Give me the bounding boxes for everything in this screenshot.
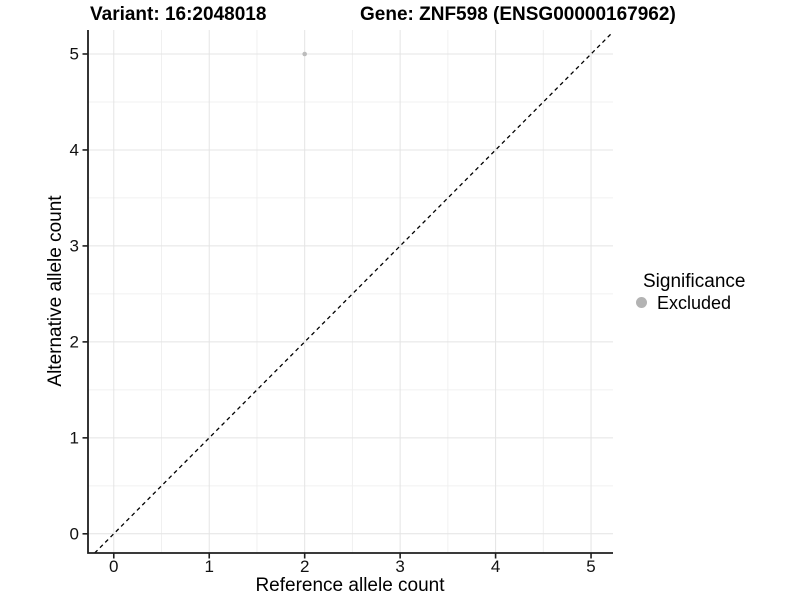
y-tick-label: 5 <box>69 44 79 64</box>
data-point <box>302 51 307 57</box>
axis-lines <box>87 30 613 554</box>
x-tick-label: 2 <box>299 557 310 576</box>
y-tick-label: 2 <box>69 332 79 352</box>
identity-dashed-line <box>94 31 614 554</box>
plot-title-gene: Gene: ZNF598 (ENSG00000167962) <box>360 4 676 25</box>
y-tick-label: 4 <box>69 140 79 160</box>
x-axis-title: Reference allele count <box>255 575 445 596</box>
y-axis-title: Alternative allele count <box>45 195 66 387</box>
legend-label-excluded: Excluded <box>657 293 732 313</box>
y-tick-label: 1 <box>69 428 79 448</box>
x-tick-label: 5 <box>586 557 596 576</box>
y-tick-label: 3 <box>69 236 79 256</box>
legend-title: Significance <box>643 271 746 292</box>
plot-title-variant: Variant: 16:2048018 <box>90 4 267 25</box>
x-tick-label: 4 <box>490 557 501 576</box>
legend-key-excluded <box>636 297 647 308</box>
x-tick-label: 1 <box>204 557 214 576</box>
x-tick-label: 0 <box>109 557 119 576</box>
excluded-point-icon <box>636 297 647 308</box>
x-tick-label: 3 <box>395 557 405 576</box>
y-tick-label: 0 <box>69 524 79 544</box>
